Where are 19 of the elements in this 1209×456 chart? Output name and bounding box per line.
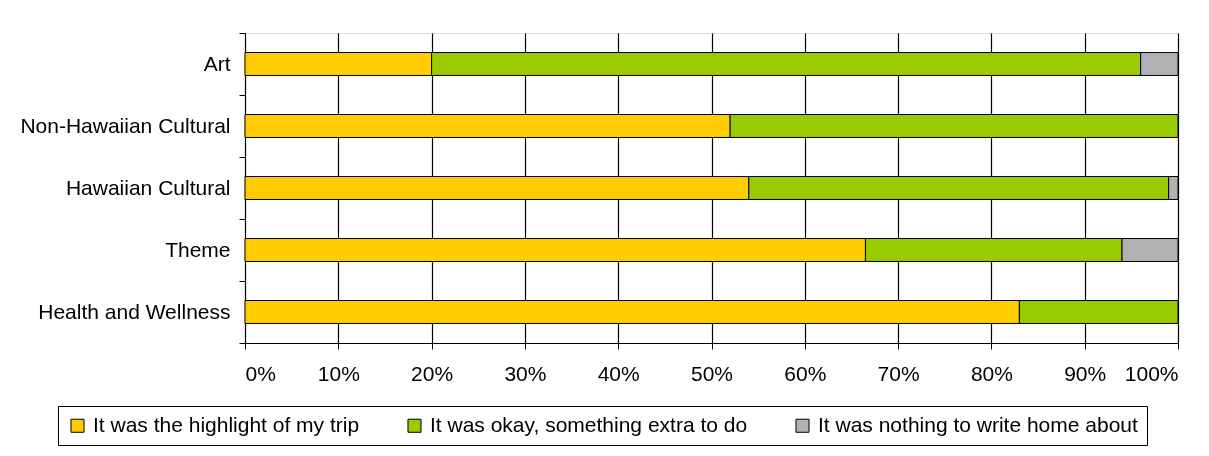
x-tick-label: 0% [245,361,276,385]
y-tick-label: Health and Wellness [38,299,231,323]
y-tick-label: Theme [165,237,231,261]
x-tick-label: 20% [411,361,454,385]
x-tick-label: 100% [1124,361,1179,385]
x-tick-label: 40% [597,361,640,385]
x-tick-label: 50% [690,361,734,385]
y-tick-label: Non-Hawaiian Cultural [20,113,231,137]
y-tick-label: Hawaiian Cultural [65,175,231,199]
x-tick-label: 70% [877,361,920,385]
x-tick-label: 90% [1064,361,1107,385]
x-tick-label: 30% [504,361,547,385]
legend-label: It was nothing to write home about [818,412,1139,436]
x-tick-label: 80% [970,361,1013,385]
x-tick-label: 10% [317,361,360,385]
legend-label: It was okay, something extra to do [430,412,748,436]
legend-label: It was the highlight of my trip [93,412,360,436]
y-tick-label: Art [203,51,231,75]
x-tick-label: 60% [784,361,827,385]
